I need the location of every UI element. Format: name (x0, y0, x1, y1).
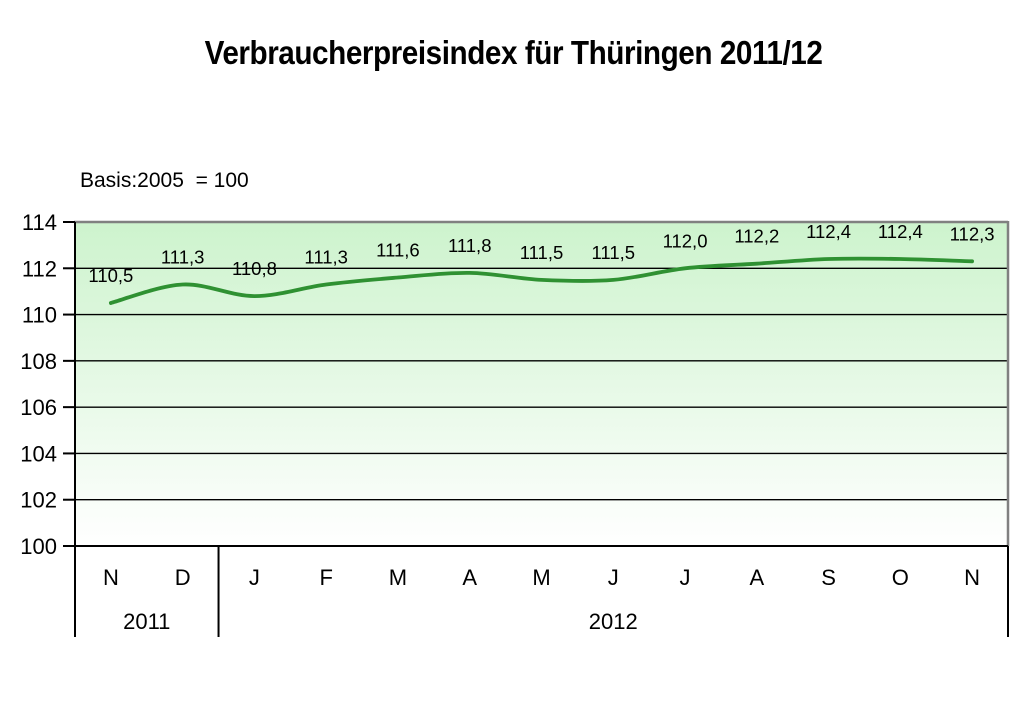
month-label: M (532, 565, 550, 590)
month-label: S (821, 565, 836, 590)
month-label: O (892, 565, 909, 590)
month-label: J (608, 565, 619, 590)
month-label: J (680, 565, 691, 590)
data-label: 112,4 (806, 221, 851, 242)
y-tick-label: 114 (22, 210, 57, 235)
y-tick-label: 106 (20, 395, 57, 420)
month-label: M (389, 565, 407, 590)
y-tick-label: 108 (20, 349, 57, 374)
month-label: F (319, 565, 332, 590)
chart-title: Verbraucherpreisindex für Thüringen 2011… (204, 34, 823, 71)
basis-note: Basis:2005 = 100 (80, 169, 249, 192)
series-line (108, 256, 974, 305)
y-tick-label: 102 (20, 488, 57, 513)
data-label: 112,3 (950, 223, 995, 244)
month-label: A (749, 565, 764, 590)
data-label: 111,6 (376, 240, 420, 261)
data-label: 110,5 (88, 265, 133, 286)
data-label: 111,8 (448, 235, 492, 256)
month-label: D (175, 565, 191, 590)
y-tick-label: 100 (20, 534, 57, 559)
month-label: J (249, 565, 260, 590)
month-label: A (462, 565, 477, 590)
data-label: 112,4 (878, 221, 923, 242)
data-label: 111,3 (161, 246, 205, 267)
data-label: 111,5 (591, 242, 635, 263)
y-tick-label: 112 (22, 256, 57, 281)
year-label: 2011 (123, 609, 170, 634)
year-label: 2012 (589, 609, 638, 634)
plot-area (75, 222, 1008, 546)
data-label: 111,3 (304, 246, 348, 267)
data-label: 111,5 (520, 242, 564, 263)
month-label: N (964, 565, 980, 590)
y-tick-label: 104 (20, 441, 57, 466)
data-label: 110,8 (232, 258, 277, 279)
data-label: 112,0 (663, 230, 708, 251)
month-label: N (103, 565, 119, 590)
data-label: 112,2 (734, 226, 779, 247)
y-tick-label: 110 (22, 303, 57, 328)
